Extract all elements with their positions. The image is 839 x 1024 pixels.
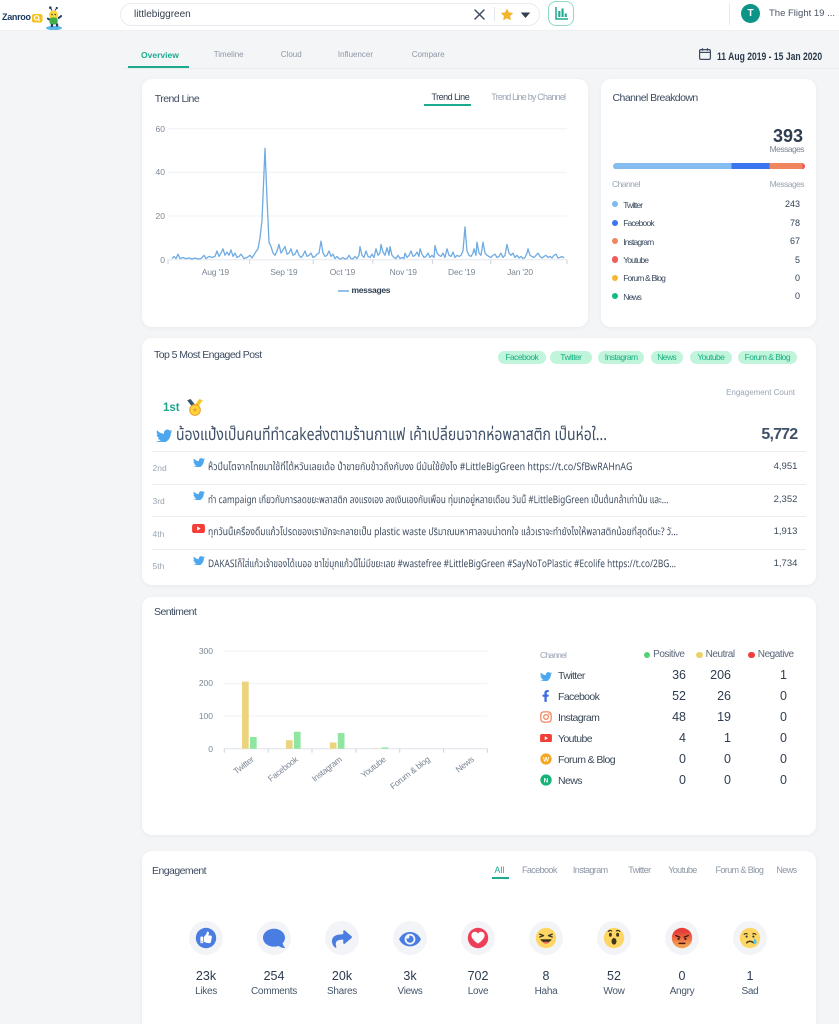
- svg-text:W: W: [543, 756, 550, 763]
- svg-text:N: N: [544, 777, 549, 784]
